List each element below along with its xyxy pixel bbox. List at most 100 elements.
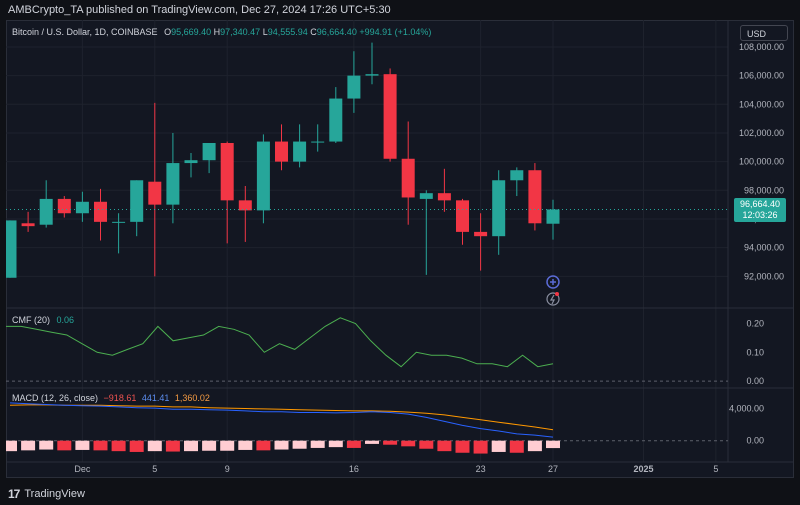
x-tick-label: 5 [713, 464, 718, 474]
macd-hist-bar [473, 440, 488, 454]
tv-logo-icon: 17 [8, 486, 20, 501]
macd-hist-bar [310, 440, 325, 448]
x-tick-label: 2025 [633, 464, 653, 474]
macd-line [9, 402, 554, 438]
c-label: C [310, 27, 317, 37]
candle-body [256, 141, 270, 211]
cmf-tick-label: 0.00 [746, 376, 764, 386]
candle-body [437, 193, 451, 201]
macd-hist-bar [21, 440, 36, 451]
symbol-legend: Bitcoin / U.S. Dollar, 1D, COINBASE O95,… [12, 27, 431, 37]
candle-body [39, 198, 53, 225]
macd-hist-bar [220, 440, 235, 451]
l-value: 94,555.94 [267, 27, 308, 37]
o-value: 95,669.40 [171, 27, 212, 37]
candle-body [238, 200, 252, 211]
candle-body [383, 74, 397, 159]
cmf-line [6, 317, 554, 368]
macd-signal-value: 1,360.02 [174, 393, 210, 403]
price-tick-label: 98,000.00 [744, 185, 784, 195]
macd-hist-bar [93, 440, 108, 451]
h-label: H [213, 27, 221, 37]
grid [6, 20, 794, 463]
macd-hist-bar [455, 440, 470, 453]
candle-body [75, 201, 89, 214]
macd-tick-label: 0.00 [746, 436, 764, 446]
macd-hist-bar [365, 440, 379, 444]
candle-body [21, 223, 35, 227]
cmf-legend: CMF (20) 0.06 [12, 315, 74, 325]
macd-hist-bar [546, 440, 560, 449]
cmf-tick-label: 0.20 [746, 319, 764, 329]
macd-hist-bar [111, 440, 126, 452]
chart-frame [6, 20, 794, 478]
h-value: 97,340.47 [220, 27, 261, 37]
candles[interactable] [6, 42, 728, 306]
candle-body [492, 180, 506, 237]
tradingview-logo[interactable]: 17 TradingView [8, 487, 85, 501]
macd-label[interactable]: MACD (12, 26, close) [12, 393, 99, 403]
price-tick-label: 106,000.00 [739, 71, 784, 81]
candle-body [275, 141, 288, 162]
bar-countdown: 12:03:26 [742, 210, 778, 221]
macd-hist-bar [57, 440, 72, 451]
change-value: +994.91 (+1.04%) [359, 27, 432, 37]
candle-body [474, 231, 488, 237]
last-price-tag: 96,664.40 12:03:26 [734, 198, 786, 223]
macd-signal-line [9, 404, 554, 431]
cmf-label[interactable]: CMF (20) [12, 315, 50, 325]
candle-body [311, 141, 325, 143]
macd-hist-bar [328, 440, 343, 448]
price-tick-label: 100,000.00 [739, 157, 784, 167]
macd-hist-bar [147, 440, 162, 452]
price-tick-label: 102,000.00 [739, 128, 784, 138]
macd-line-value: 441.41 [141, 393, 170, 403]
o-label: O [164, 27, 172, 37]
macd-hist-bar [75, 440, 90, 450]
currency-selector[interactable]: USD [740, 25, 788, 41]
cmf-pane [6, 317, 728, 382]
candle-body [528, 170, 542, 224]
macd-hist-bar [184, 440, 198, 452]
x-tick-label: 27 [548, 464, 558, 474]
candle-body [347, 75, 361, 99]
price-tick-label: 104,000.00 [739, 99, 784, 109]
l-label: L [262, 27, 268, 37]
macd-hist-bar [346, 440, 361, 448]
candle-body [456, 200, 469, 232]
candle-body [184, 160, 198, 164]
notification-dot [555, 292, 559, 296]
plus-icon-cross [550, 279, 556, 285]
macd-hist-bar [419, 440, 434, 449]
macd-hist-bar [238, 440, 253, 450]
macd-hist-bar [6, 440, 17, 452]
candle-body [401, 158, 415, 198]
macd-hist-bar [165, 440, 180, 452]
candle-body [419, 193, 433, 199]
price-tick-label: 94,000.00 [744, 243, 784, 253]
symbol-name[interactable]: Bitcoin / U.S. Dollar, 1D, COINBASE [12, 27, 158, 37]
candle-body [546, 209, 560, 224]
macd-hist-bar [509, 440, 524, 453]
cmf-value: 0.06 [56, 315, 75, 325]
candle-body [57, 198, 71, 214]
macd-hist-bar [274, 440, 289, 450]
chart-svg[interactable]: Dec591623272025592,000.0094,000.0096,000… [6, 20, 794, 478]
candle-body [329, 98, 343, 142]
price-tick-label: 108,000.00 [739, 42, 784, 52]
footer: 17 TradingView [0, 482, 800, 505]
candle-body [365, 74, 379, 76]
macd-hist-bar [527, 440, 542, 452]
macd-tick-label: 4,000.00 [729, 404, 764, 414]
lightning-icon-bolt [549, 294, 555, 305]
candle-body [130, 180, 144, 222]
candle-body [148, 181, 162, 205]
x-tick-label: 9 [225, 464, 230, 474]
candle-body [510, 170, 524, 181]
macd-hist-bar [129, 440, 144, 452]
macd-hist-value: −918.61 [103, 393, 137, 403]
price-tick-label: 92,000.00 [744, 271, 784, 281]
published-text: AMBCrypto_TA published on TradingView.co… [8, 4, 391, 16]
candle-body [293, 141, 307, 162]
